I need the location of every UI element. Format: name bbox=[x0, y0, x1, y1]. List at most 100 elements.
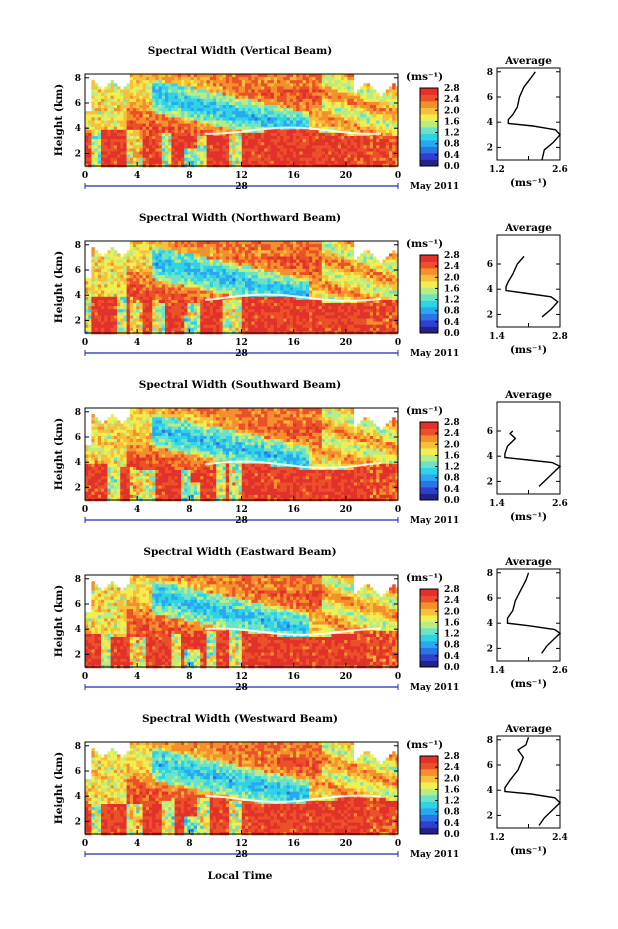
heatmap-cell bbox=[120, 121, 124, 124]
heatmap-cell bbox=[98, 93, 102, 96]
heatmap-cell bbox=[299, 325, 303, 328]
heatmap-cell bbox=[155, 102, 159, 105]
heatmap-cell bbox=[290, 291, 294, 294]
heatmap-cell bbox=[376, 158, 380, 161]
heatmap-cell bbox=[389, 142, 393, 145]
heatmap-cell bbox=[191, 288, 195, 291]
heatmap-cell bbox=[175, 102, 179, 105]
heatmap-cell bbox=[152, 124, 156, 127]
heatmap-cell bbox=[226, 124, 230, 127]
heatmap-cell bbox=[91, 269, 95, 272]
heatmap-cell bbox=[175, 148, 179, 151]
heatmap-cell bbox=[117, 325, 121, 328]
heatmap-cell bbox=[127, 152, 131, 155]
heatmap-cell bbox=[123, 133, 127, 136]
heatmap-cell bbox=[155, 247, 159, 250]
heatmap-cell bbox=[114, 300, 118, 303]
heatmap-cell bbox=[85, 114, 89, 117]
heatmap-cell bbox=[293, 121, 297, 124]
heatmap-cell bbox=[280, 319, 284, 322]
heatmap-cell bbox=[271, 263, 275, 266]
heatmap-cell bbox=[341, 93, 345, 96]
heatmap-cell bbox=[216, 253, 220, 256]
heatmap-cell bbox=[130, 281, 134, 284]
heatmap-cell bbox=[168, 250, 172, 253]
heatmap bbox=[85, 241, 399, 334]
heatmap-cell bbox=[229, 250, 233, 253]
heatmap-cell bbox=[335, 93, 339, 96]
heatmap-cell bbox=[341, 111, 345, 114]
heatmap-cell bbox=[271, 139, 275, 142]
heatmap-cell bbox=[277, 133, 281, 136]
heatmap-cell bbox=[331, 145, 335, 148]
heatmap-cell bbox=[91, 272, 95, 275]
heatmap-cell bbox=[239, 142, 243, 145]
heatmap-cell bbox=[139, 257, 143, 260]
heatmap-cell bbox=[127, 319, 131, 322]
heatmap-cell bbox=[290, 99, 294, 102]
heatmap-cell bbox=[335, 77, 339, 80]
heatmap-cell bbox=[325, 136, 329, 139]
heatmap-cell bbox=[229, 77, 233, 80]
heatmap-cell bbox=[328, 111, 332, 114]
heatmap-cell bbox=[91, 288, 95, 291]
heatmap-cell bbox=[171, 80, 175, 83]
heatmap-cell bbox=[165, 244, 169, 247]
heatmap-cell bbox=[229, 145, 233, 148]
heatmap-cell bbox=[264, 105, 268, 108]
heatmap-cell bbox=[229, 328, 233, 331]
heatmap-cell bbox=[264, 158, 268, 161]
heatmap-cell bbox=[216, 278, 220, 281]
heatmap-cell bbox=[296, 130, 300, 133]
heatmap-cell bbox=[287, 272, 291, 275]
heatmap-cell bbox=[290, 139, 294, 142]
heatmap-cell bbox=[357, 114, 361, 117]
heatmap-cell bbox=[111, 155, 115, 158]
heatmap-cell bbox=[152, 328, 156, 331]
heatmap-cell bbox=[216, 281, 220, 284]
heatmap-cell bbox=[296, 315, 300, 318]
heatmap-cell bbox=[210, 139, 214, 142]
heatmap-cell bbox=[107, 108, 111, 111]
heatmap-cell bbox=[184, 312, 188, 315]
heatmap-cell bbox=[322, 142, 326, 145]
heatmap-cell bbox=[152, 297, 156, 300]
heatmap-cell bbox=[280, 250, 284, 253]
heatmap-cell bbox=[287, 322, 291, 325]
heatmap-cell bbox=[258, 155, 262, 158]
heatmap-cell bbox=[287, 152, 291, 155]
heatmap-cell bbox=[223, 96, 227, 99]
heatmap-cell bbox=[360, 136, 364, 139]
heatmap-cell bbox=[386, 155, 390, 158]
heatmap-cell bbox=[101, 152, 105, 155]
heatmap-cell bbox=[133, 93, 137, 96]
heatmap-cell bbox=[267, 105, 271, 108]
heatmap-cell bbox=[251, 291, 255, 294]
heatmap-cell bbox=[219, 325, 223, 328]
heatmap-cell bbox=[255, 80, 259, 83]
heatmap-cell bbox=[383, 102, 387, 105]
heatmap-cell bbox=[133, 111, 137, 114]
heatmap-cell bbox=[111, 303, 115, 306]
heatmap-cell bbox=[216, 145, 220, 148]
heatmap-cell bbox=[155, 139, 159, 142]
heatmap-cell bbox=[191, 294, 195, 297]
heatmap-cell bbox=[347, 102, 351, 105]
heatmap-cell bbox=[248, 105, 252, 108]
heatmap-cell bbox=[162, 260, 166, 263]
heatmap-cell bbox=[120, 275, 124, 278]
heatmap-cell bbox=[251, 136, 255, 139]
heatmap-cell bbox=[152, 77, 156, 80]
heatmap-cell bbox=[207, 260, 211, 263]
heatmap-cell bbox=[293, 74, 297, 77]
heatmap-cell bbox=[344, 124, 348, 127]
heatmap-cell bbox=[274, 291, 278, 294]
heatmap-cell bbox=[287, 284, 291, 287]
heatmap-cell bbox=[98, 102, 102, 105]
heatmap-cell bbox=[370, 111, 374, 114]
heatmap-cell bbox=[312, 319, 316, 322]
heatmap-cell bbox=[95, 260, 99, 263]
heatmap-cell bbox=[370, 161, 374, 164]
heatmap-cell bbox=[290, 130, 294, 133]
heatmap-cell bbox=[271, 275, 275, 278]
